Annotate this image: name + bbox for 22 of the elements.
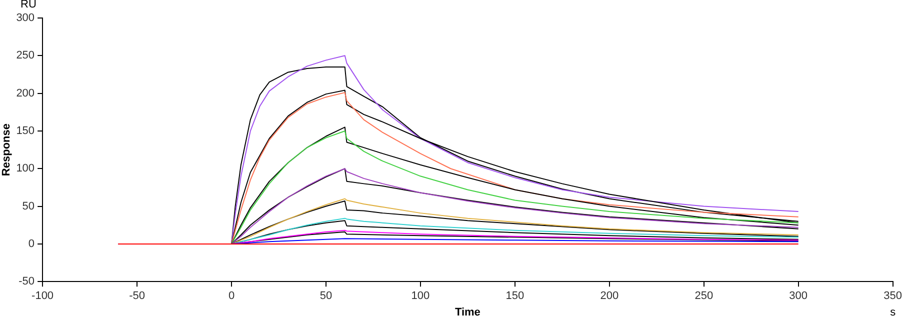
x-tick-label: 200	[600, 290, 619, 302]
y-tick-label: 50	[22, 200, 35, 212]
x-tick-label: 300	[789, 290, 808, 302]
y-tick-label: 150	[16, 125, 35, 138]
x-tick-label: 150	[506, 290, 524, 302]
x-tick-label: 250	[694, 290, 714, 302]
x-tick-label: -100	[32, 290, 54, 302]
y-axis-title: Response	[0, 124, 13, 176]
x-tick-label: 0	[228, 290, 235, 302]
x-tick-label: 100	[411, 290, 430, 302]
y-tick-label: 300	[16, 12, 35, 24]
x-axis-title: Time	[454, 306, 480, 318]
y-tick-label: 250	[16, 50, 35, 62]
y-tick-label: -50	[18, 276, 35, 288]
text: s	[890, 306, 896, 319]
text: RU	[20, 0, 36, 11]
x-tick-label: 350	[884, 290, 902, 302]
y-tick-label: 200	[16, 87, 35, 100]
x-tick-label: 50	[320, 290, 332, 302]
x-tick-label: -50	[129, 290, 145, 302]
y-tick-label: 100	[16, 162, 35, 175]
y-tick-label: 0	[28, 238, 35, 250]
